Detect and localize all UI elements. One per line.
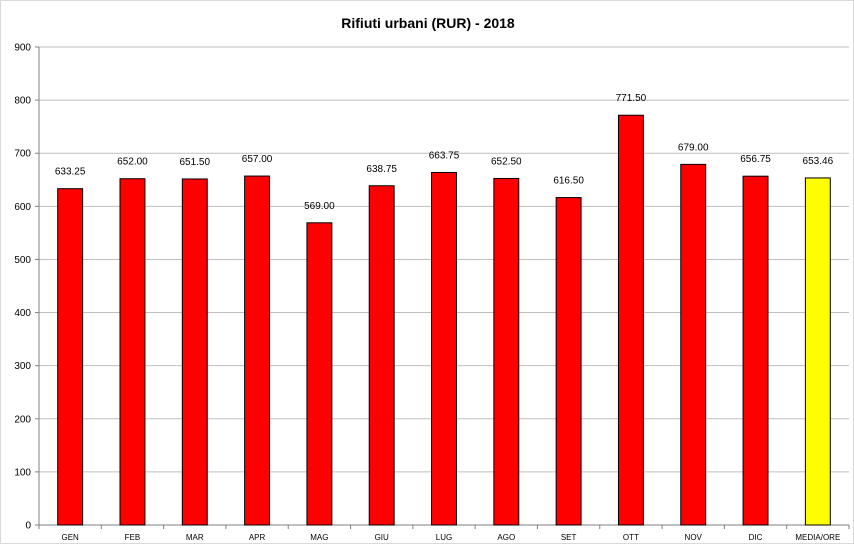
bar-gen — [57, 188, 84, 526]
x-tick-label: APR — [249, 533, 266, 542]
y-tick-label: 100 — [14, 467, 31, 478]
y-tick-label: 800 — [14, 96, 31, 107]
bar-ott — [617, 114, 644, 526]
bar-set — [555, 197, 582, 526]
bars — [57, 114, 831, 526]
bar-dic — [742, 175, 769, 526]
bar-apr — [244, 175, 271, 526]
data-label: 569.00 — [304, 201, 335, 212]
x-tick-label: AGO — [497, 533, 515, 542]
data-label: 656.75 — [740, 154, 771, 165]
bar-lug — [431, 171, 457, 526]
y-tick-label: 900 — [14, 43, 31, 54]
data-label: 652.00 — [117, 157, 148, 168]
x-tick-label: MAR — [186, 533, 204, 542]
x-tick-label: LUG — [436, 533, 452, 542]
data-label: 638.75 — [366, 164, 397, 175]
bar-giu — [368, 185, 395, 526]
data-label: 679.00 — [678, 142, 709, 153]
x-tick-label: NOV — [685, 533, 703, 542]
bar-mag — [306, 222, 333, 526]
axes — [35, 46, 850, 529]
data-label: 651.50 — [179, 157, 210, 168]
data-label: 633.25 — [55, 167, 86, 178]
x-tick-label: SET — [561, 533, 577, 542]
y-tick-label: 300 — [14, 361, 31, 372]
data-label: 663.75 — [429, 150, 460, 161]
x-tick-label: DIC — [749, 533, 763, 542]
y-tick-label: 700 — [14, 149, 31, 160]
bar-media-ore — [804, 177, 831, 526]
x-tick-label: MAG — [310, 533, 328, 542]
bar-mar — [181, 178, 208, 526]
x-tick-label: GEN — [61, 533, 79, 542]
data-label: 657.00 — [242, 154, 273, 165]
y-tick-label: 400 — [14, 308, 31, 319]
y-tick-label: 600 — [14, 202, 31, 213]
x-tick-label: OTT — [623, 533, 639, 542]
data-label: 653.46 — [803, 156, 834, 167]
y-tick-label: 500 — [14, 255, 31, 266]
x-tick-label: GIU — [375, 533, 389, 542]
y-tick-label: 0 — [25, 521, 31, 532]
data-label: 771.50 — [616, 93, 647, 104]
labels: 0 100 200 300 400 500 600 700 800 900 633.25 GEN 652… — [14, 43, 840, 543]
x-tick-label: MEDIA/ORE — [795, 533, 840, 542]
data-label: 652.50 — [491, 156, 522, 167]
x-tick-label: FEB — [125, 533, 141, 542]
bar-nov — [680, 163, 707, 526]
bar-ago — [493, 177, 520, 526]
data-label: 616.50 — [553, 176, 584, 187]
chart-title: Rifiuti urbani (RUR) - 2018 — [341, 15, 515, 31]
bar-feb — [119, 178, 146, 526]
y-tick-label: 200 — [14, 414, 31, 425]
